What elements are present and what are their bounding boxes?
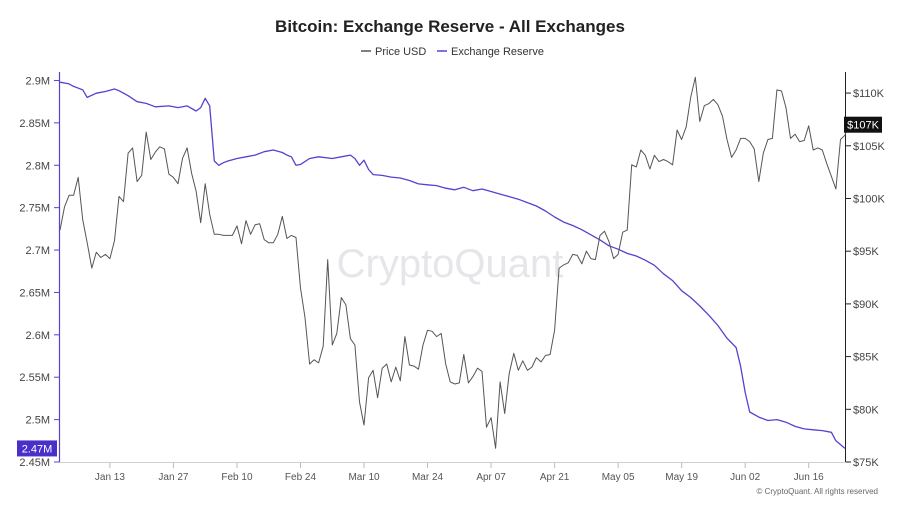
x-tick-label: Jan 27 [158, 472, 188, 483]
right-tick-label: $90K [853, 299, 879, 311]
x-tick-label: Feb 10 [221, 472, 253, 483]
x-tick-label: Apr 07 [476, 472, 506, 483]
legend: Price USD Exchange Reserve [361, 46, 544, 58]
left-axis-ticks: 2.9M 2.85M 2.8M 2.75M 2.7M 2.65M 2.6M 2.55M 2.5M… [19, 75, 59, 469]
series-line-price-usd [59, 76, 855, 449]
x-axis-ticks: Jan 13 Jan 27 Feb 10 Feb 24 Mar 10 Mar 24 Apr … [95, 463, 824, 483]
x-tick-label: May 05 [602, 472, 635, 483]
left-tick-label: 2.6M [26, 330, 50, 342]
x-tick-label: Apr 21 [540, 472, 570, 483]
right-tick-label: $110K [853, 88, 885, 100]
left-tick-label: 2.75M [19, 203, 50, 215]
left-tick-label: 2.85M [19, 118, 50, 130]
right-tick-label: $105K [853, 141, 885, 153]
left-badge-label: 2.47M [22, 443, 53, 455]
left-tick-label: 2.8M [26, 160, 50, 172]
x-tick-label: Mar 10 [348, 472, 380, 483]
right-tick-label: $80K [853, 404, 879, 416]
x-tick-label: Jun 02 [730, 472, 760, 483]
right-badge-label: $107K [847, 120, 879, 132]
right-tick-label: $100K [853, 193, 885, 205]
right-badge-background [844, 116, 882, 133]
right-tick-label: $75K [853, 457, 879, 469]
left-tick-label: 2.45M [19, 457, 50, 469]
left-tick-label: 2.55M [19, 372, 50, 384]
legend-label-reserve: Exchange Reserve [451, 46, 544, 58]
chart-title: Bitcoin: Exchange Reserve - All Exchange… [275, 17, 625, 36]
left-tick-label: 2.9M [26, 75, 50, 87]
series-line-exchange-reserve [59, 81, 846, 449]
left-tick-label: 2.65M [19, 287, 50, 299]
left-badge-background [17, 440, 57, 457]
legend-label-price: Price USD [375, 46, 426, 58]
left-tick-label: 2.5M [26, 415, 50, 427]
copyright: © CryptoQuant. All rights reserved [757, 487, 879, 496]
right-current-value-badge: $107K [844, 116, 882, 133]
watermark: CryptoQuant [337, 242, 564, 286]
x-tick-label: Feb 24 [285, 472, 317, 483]
right-tick-label: $95K [853, 246, 879, 258]
left-tick-label: 2.7M [26, 245, 50, 257]
x-tick-label: Jun 16 [794, 472, 824, 483]
right-tick-label: $85K [853, 352, 879, 364]
right-axis-ticks: $110K $105K $100K $95K $90K $85K $80K $75K [846, 88, 885, 469]
x-tick-label: May 19 [665, 472, 698, 483]
left-current-value-badge: 2.47M [17, 440, 57, 457]
x-tick-label: Jan 13 [95, 472, 125, 483]
x-tick-label: Mar 24 [412, 472, 444, 483]
